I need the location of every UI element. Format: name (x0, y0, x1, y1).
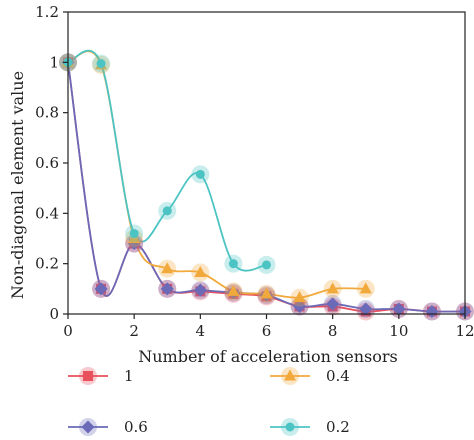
y-tick-label: 0 (49, 305, 59, 323)
data-point-series-2 (260, 287, 273, 299)
data-point-series-2 (161, 262, 174, 274)
legend-item-2: 0.4 (270, 367, 350, 385)
series-line-3 (67, 49, 267, 272)
data-point-series-1 (359, 302, 373, 316)
legend-label: 1 (124, 367, 134, 385)
y-tick-label: 1.2 (35, 3, 59, 21)
data-point-series-1 (392, 302, 406, 316)
x-axis-label: Number of acceleration sensors (138, 347, 398, 366)
data-point-series-3 (162, 206, 172, 216)
legend-label: 0.6 (124, 418, 148, 436)
legend-label: 0.2 (326, 418, 350, 436)
x-tick-label: 0 (63, 322, 73, 340)
y-tick-label: 0.2 (35, 255, 59, 273)
y-tick-label: 1 (49, 53, 59, 71)
x-tick-label: 4 (196, 322, 206, 340)
data-point-series-1 (193, 283, 207, 297)
data-point-series-1 (293, 299, 307, 313)
data-point-series-3 (129, 228, 139, 238)
data-point-series-3 (195, 169, 205, 179)
y-tick-label: 0.8 (35, 104, 59, 122)
data-point-series-1 (425, 304, 439, 318)
series-line-0 (67, 62, 466, 313)
data-point-series-2 (326, 282, 339, 294)
data-point-series-3 (228, 259, 238, 269)
data-point-series-2 (293, 291, 306, 303)
data-point-series-1 (326, 297, 340, 311)
legend-label: 0.4 (326, 367, 350, 385)
data-point-series-2 (194, 265, 207, 277)
x-tick-label: 8 (328, 322, 338, 340)
y-tick-label: 0.6 (35, 154, 59, 172)
x-tick-label: 6 (262, 322, 272, 340)
axes: 0 2 4 6 8 10 12 0 0.2 0.4 0.6 0.8 1 1.2 (35, 3, 474, 340)
legend-marker (81, 420, 95, 434)
legend-marker (285, 422, 295, 432)
data-point-series-1 (160, 282, 174, 296)
legend-marker (83, 371, 93, 381)
y-axis-label: Non-diagonal element value (8, 71, 27, 299)
y-tick-label: 0.4 (35, 204, 59, 222)
legend-item-1: 0.6 (68, 418, 148, 436)
series-line-1 (67, 62, 466, 313)
data-point-series-2 (227, 284, 240, 296)
data-point-series-3 (96, 59, 106, 69)
x-tick-label: 2 (129, 322, 139, 340)
legend-item-3: 0.2 (270, 418, 350, 436)
x-tick-label: 10 (389, 322, 408, 340)
data-point-series-1 (94, 282, 108, 296)
series-line-2 (67, 50, 366, 299)
legend: 1 0.6 0.4 0.2 (68, 367, 350, 436)
x-tick-label: 12 (455, 322, 474, 340)
plot-area (59, 49, 474, 321)
legend-item-0: 1 (68, 367, 134, 385)
data-point-series-2 (359, 282, 372, 294)
legend-marker (284, 369, 296, 381)
data-point-series-3 (262, 260, 271, 270)
